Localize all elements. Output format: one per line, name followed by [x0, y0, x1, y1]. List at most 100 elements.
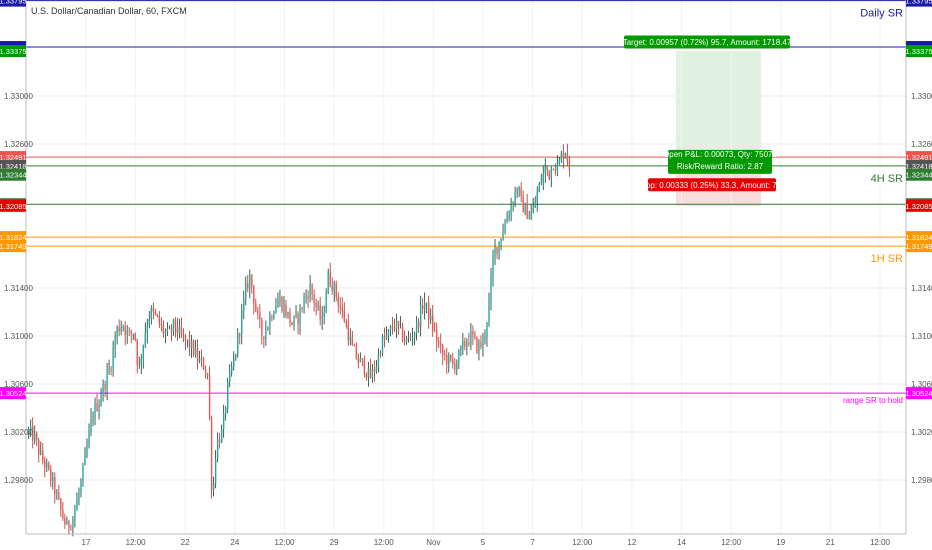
pnl-label-box: [668, 149, 772, 174]
price-marker-label: 1.32085: [0, 202, 27, 211]
candle-body: [367, 368, 370, 378]
candle-body: [204, 369, 207, 374]
candle-body: [188, 339, 191, 349]
level-label: Daily SR: [860, 8, 903, 20]
candle-body: [158, 316, 161, 325]
candle-body: [92, 417, 94, 420]
candle-body: [518, 187, 520, 191]
candle-body: [116, 326, 118, 339]
candle-body: [243, 298, 245, 311]
price-axis-right[interactable]: 1.33000 1.32600 1.31400 1.31000 1.30600 1.302…: [911, 92, 932, 485]
candle-body: [401, 324, 404, 341]
candle-body: [239, 333, 241, 335]
candle-body: [269, 317, 271, 328]
stop-label-box: [648, 178, 776, 192]
candle-body: [180, 327, 183, 335]
candle-body: [142, 345, 144, 360]
candle-body: [319, 305, 321, 320]
candle-body: [357, 358, 360, 363]
candle-body: [472, 331, 474, 335]
candle-body: [538, 183, 540, 192]
candle-body: [196, 348, 199, 362]
candle-body: [245, 283, 247, 299]
candle-body: [375, 366, 378, 372]
candle-body: [438, 341, 440, 344]
candle-body: [72, 518, 74, 528]
candle-body: [114, 338, 116, 349]
price-axis-left[interactable]: 1.33000 1.32600 1.31400 1.31000 1.30600 1.302…: [4, 92, 33, 485]
candle-body: [68, 521, 70, 528]
candle-body: [253, 286, 255, 304]
candle-body: [536, 191, 538, 203]
candle-body: [229, 371, 231, 383]
candle-body: [470, 331, 472, 345]
candle-body: [226, 382, 229, 409]
price-markers-left: 1.337951.334081.333751.3249158:561.32418…: [0, 0, 27, 400]
candle-body: [100, 397, 102, 405]
price-marker-label: 1.33375: [905, 47, 932, 56]
candle-body: [317, 305, 319, 307]
candle-body: [415, 321, 418, 333]
time-axis[interactable]: 17 12:00 22 24 12:00 29 12:00 Nov 5 7 12:00 12 14 12:…: [82, 538, 891, 547]
level-label: 4H SR: [871, 173, 903, 185]
candle-body: [504, 223, 506, 233]
y-tick-label-left: 1.30200: [4, 428, 33, 437]
candle-body: [104, 383, 106, 390]
target-zone[interactable]: [676, 51, 761, 166]
candle-body: [44, 460, 46, 468]
stop-annotation: Stop: 0.00333 (0.25%) 33.3, Amount: 750: [638, 178, 786, 192]
candle-body: [425, 302, 428, 304]
candle-body: [140, 359, 142, 365]
candle-body: [178, 327, 181, 334]
candle-body: [130, 330, 132, 334]
candle-body: [289, 311, 291, 323]
candle-body: [138, 364, 140, 365]
candle-body: [241, 310, 243, 334]
candle-body: [231, 367, 233, 372]
x-tick-label: 12:00: [572, 538, 593, 547]
candle-body: [313, 294, 315, 303]
candle-body: [267, 327, 269, 330]
candle-body: [427, 302, 430, 321]
risk-reward-label: Risk/Reward Ratio: 2.87: [677, 162, 764, 171]
support-resistance-levels[interactable]: [26, 0, 906, 394]
candle-body: [291, 322, 293, 325]
candle-body: [423, 303, 426, 310]
candle-body: [78, 492, 80, 500]
candle-body: [224, 408, 227, 414]
candle-body: [550, 168, 552, 180]
candle-body: [546, 166, 548, 171]
candle-body: [524, 203, 526, 213]
candle-body: [287, 311, 289, 316]
candle-body: [255, 303, 257, 312]
candle-body: [182, 334, 185, 336]
candle-body: [279, 297, 281, 303]
candle-body: [377, 353, 380, 367]
y-tick-label-right: 1.31400: [911, 284, 932, 293]
candle-body: [200, 358, 203, 360]
candle-body: [500, 239, 502, 242]
candle-body: [251, 274, 253, 287]
candle-body: [526, 203, 528, 219]
candle-body: [407, 337, 410, 339]
candle-body: [496, 247, 498, 254]
candle-body: [305, 296, 307, 298]
y-tick-label-right: 1.32600: [911, 140, 932, 149]
candle-body: [506, 218, 508, 224]
candle-body: [186, 339, 189, 341]
candle-body: [206, 373, 209, 377]
candle-body: [190, 340, 193, 349]
stop-label: Stop: 0.00333 (0.25%) 33.3, Amount: 750: [638, 181, 786, 190]
candle-body: [108, 368, 110, 372]
price-marker: [0, 240, 26, 253]
candle-body: [327, 271, 329, 294]
candle-body: [166, 328, 169, 332]
price-marker-label: 1.33375: [0, 47, 27, 56]
candle-body: [297, 313, 299, 325]
candle-body: [464, 341, 466, 347]
candle-body: [341, 307, 343, 311]
price-marker: [906, 168, 932, 181]
candle-body: [413, 332, 416, 338]
candle-body: [498, 241, 500, 254]
